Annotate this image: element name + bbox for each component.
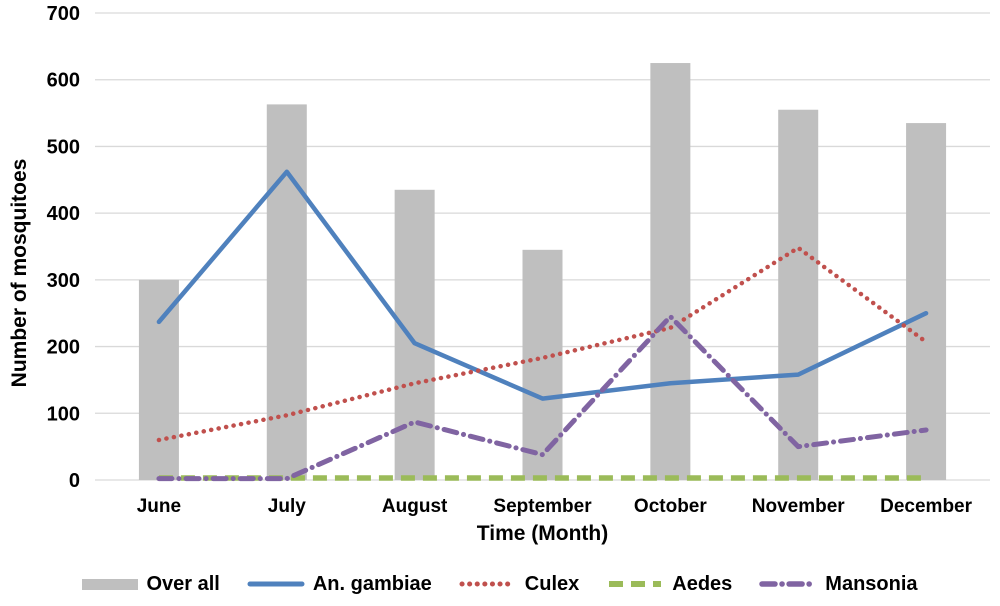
x-tick-label: July <box>268 496 306 517</box>
y-tick-label: 500 <box>47 136 80 158</box>
y-tick-label: 700 <box>47 3 80 25</box>
legend-label: Aedes <box>672 572 733 595</box>
line-mansonia <box>156 314 929 482</box>
legend-bar-swatch-icon <box>82 578 139 590</box>
bar-over-all <box>650 63 691 481</box>
legend-item-over-all: Over all <box>82 572 220 596</box>
chart-legend: Over all An. gambiae Culex Aedes Mansonia <box>0 568 1000 600</box>
legend-label: An. gambiae <box>312 572 432 595</box>
x-tick-label: August <box>382 496 448 517</box>
bar-over-all <box>906 123 947 480</box>
x-tick-label: September <box>493 496 592 517</box>
legend-line-swatch-icon <box>609 581 662 587</box>
x-tick-label: November <box>752 496 846 517</box>
legend-label: Over all <box>146 572 220 595</box>
legend-line-swatch-icon <box>759 581 818 587</box>
legend-item-culex: Culex <box>459 573 579 596</box>
x-tick-label: October <box>634 496 707 517</box>
legend-line-swatch-icon <box>247 581 305 587</box>
legend-label: Culex <box>524 572 580 595</box>
legend-item-aedes: Aedes <box>606 573 732 596</box>
x-tick-label: June <box>137 496 181 517</box>
bar-over-all <box>778 109 819 480</box>
y-tick-label: 300 <box>47 270 80 292</box>
bar-over-all <box>266 104 307 481</box>
line-culex <box>156 245 929 443</box>
legend-item-mansonia: Mansonia <box>759 572 918 596</box>
y-tick-label: 600 <box>47 70 80 92</box>
legend-item-an-gambiae: An. gambiae <box>247 573 432 596</box>
y-axis-title: Number of mosquitoes <box>8 158 31 388</box>
y-tick-label: 200 <box>47 337 80 359</box>
legend-line-swatch-icon <box>459 581 517 587</box>
y-tick-label: 100 <box>47 403 80 425</box>
line-an-gambiae <box>156 169 929 401</box>
legend-label: Mansonia <box>825 572 918 595</box>
y-tick-label: 0 <box>69 470 80 492</box>
bar-over-all <box>522 249 563 480</box>
y-tick-label: 400 <box>47 203 80 225</box>
x-tick-label: December <box>880 496 972 517</box>
chart-plot-area: 0 100 200 300 400 500 600 700 June July August Sept… <box>47 3 990 517</box>
x-axis-title: Time (Month) <box>476 522 609 545</box>
bar-over-all <box>394 189 435 481</box>
bar-over-all <box>138 279 179 480</box>
